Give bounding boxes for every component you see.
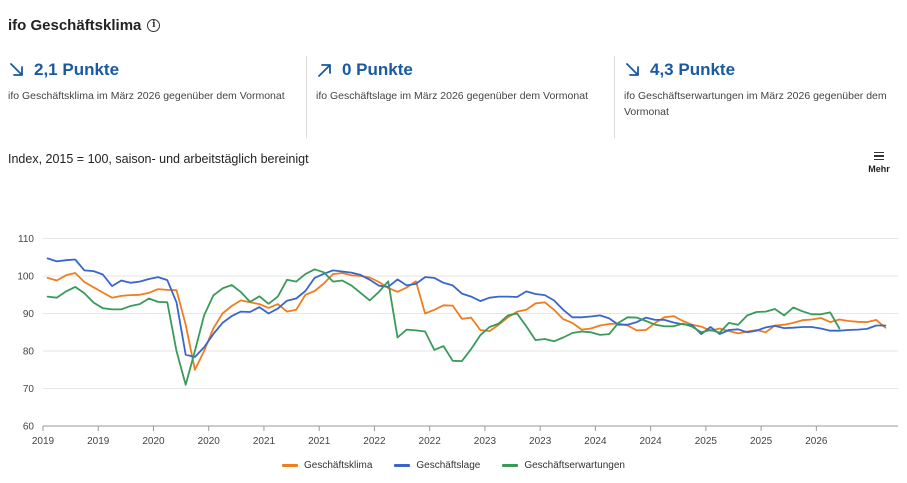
page-title-text: ifo Geschäftsklima xyxy=(8,17,142,34)
kpi-lage-description: ifo Geschäftslage im März 2026 gegenüber… xyxy=(316,90,588,102)
kpi-erwartungen-description: ifo Geschäftserwartungen im März 2026 ge… xyxy=(624,90,887,118)
y-tick-label: 80 xyxy=(23,347,35,358)
x-tick-label: 2021 xyxy=(253,436,276,447)
arrow-down-right-icon xyxy=(626,63,639,76)
kpi-lage: 0 Punkte ifo Geschäftslage im März 2026 … xyxy=(306,56,606,138)
legend-label-klima: Geschäftsklima xyxy=(304,460,373,471)
x-tick-label: 2023 xyxy=(529,436,552,447)
x-tick-label: 2025 xyxy=(750,436,773,447)
page-title: ifo Geschäftsklima i xyxy=(8,17,161,34)
kpi-klima-description: ifo Geschäftsklima im März 2026 gegenübe… xyxy=(8,90,285,102)
chart-legend: Geschäftsklima Geschäftslage Geschäftser… xyxy=(0,460,907,471)
x-tick-label: 2021 xyxy=(308,436,331,447)
kpi-lage-value: 0 Punkte xyxy=(342,60,413,79)
x-tick-label: 2019 xyxy=(32,436,55,447)
x-tick-label: 2025 xyxy=(695,436,718,447)
y-tick-label: 110 xyxy=(18,234,34,245)
kpi-row: 2,1 Punkte ifo Geschäftsklima im März 20… xyxy=(0,56,907,138)
x-tick-label: 2020 xyxy=(198,436,221,447)
y-tick-label: 100 xyxy=(17,272,34,283)
x-tick-label: 2024 xyxy=(584,436,607,447)
arrow-down-right-icon xyxy=(10,63,23,76)
y-tick-label: 90 xyxy=(23,309,35,320)
legend-swatch-erwartungen xyxy=(502,464,519,467)
legend-label-lage: Geschäftslage xyxy=(416,460,481,471)
x-tick-label: 2020 xyxy=(142,436,165,447)
arrow-up-right-icon xyxy=(318,64,331,77)
kpi-erwartungen: 4,3 Punkte ifo Geschäftserwartungen im M… xyxy=(614,56,904,138)
x-tick-label: 2023 xyxy=(474,436,497,447)
legend-item-klima[interactable]: Geschäftsklima xyxy=(282,460,372,471)
x-tick-label: 2022 xyxy=(363,436,386,447)
legend-swatch-lage xyxy=(394,464,411,467)
more-menu-button[interactable]: Mehr xyxy=(864,150,894,174)
kpi-klima: 2,1 Punkte ifo Geschäftsklima im März 20… xyxy=(8,56,298,138)
info-icon[interactable]: i xyxy=(147,19,161,32)
line-chart: 60 70 80 90 100 110 2019 2019 2020 2020 2021 2021 20… xyxy=(17,234,898,447)
legend-item-lage[interactable]: Geschäftslage xyxy=(394,460,480,471)
x-tick-label: 2019 xyxy=(87,436,110,447)
series-line-lage[interactable] xyxy=(46,257,887,358)
legend-label-erwartungen: Geschäftserwartungen xyxy=(524,460,625,471)
legend-swatch-klima xyxy=(282,464,299,467)
kpi-klima-value: 2,1 Punkte xyxy=(34,60,120,79)
kpi-erwartungen-value: 4,3 Punkte xyxy=(650,60,736,79)
x-tick-label: 2024 xyxy=(640,436,663,447)
x-tick-label: 2022 xyxy=(419,436,442,447)
more-menu-label: Mehr xyxy=(868,163,890,174)
hamburger-icon xyxy=(874,152,884,160)
x-tick-label: 2026 xyxy=(805,436,828,447)
legend-item-erwartungen[interactable]: Geschäftserwartungen xyxy=(502,460,625,471)
chart-subtitle: Index, 2015 = 100, saison- und arbeitstä… xyxy=(8,152,309,166)
series-line-erwartungen[interactable] xyxy=(46,268,841,386)
y-tick-label: 60 xyxy=(23,422,35,433)
y-tick-label: 70 xyxy=(23,384,35,395)
